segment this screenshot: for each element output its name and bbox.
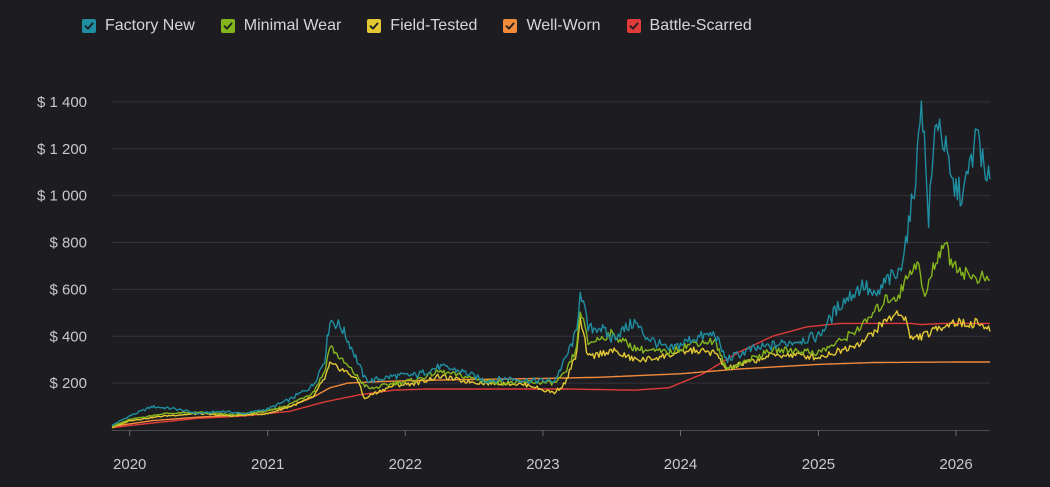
- checkbox-icon[interactable]: [503, 19, 518, 33]
- y-tick-label: $ 1 000: [37, 188, 87, 205]
- y-tick-label: $ 1 200: [37, 141, 87, 158]
- checkbox-icon[interactable]: [626, 19, 641, 33]
- legend-label: Field-Tested: [390, 17, 478, 34]
- series-line-field-tested: [111, 310, 991, 429]
- legend-label: Factory New: [105, 17, 195, 34]
- y-tick-label: $ 400: [49, 328, 87, 345]
- y-tick-label: $ 1 400: [37, 94, 87, 111]
- series-line-factory-new: [111, 100, 991, 427]
- legend-label: Minimal Wear: [243, 17, 342, 34]
- x-tick-label: 2023: [526, 456, 559, 473]
- legend-item-factory-new[interactable]: Factory New: [82, 17, 195, 35]
- series-line-well-worn: [111, 361, 990, 428]
- x-tick-label: 2021: [251, 456, 284, 473]
- y-tick-label: $ 800: [49, 235, 87, 252]
- legend-item-battle-scarred[interactable]: Battle-Scarred: [626, 17, 752, 35]
- x-tick-label: 2026: [939, 456, 972, 473]
- series-line-minimal-wear: [111, 241, 990, 428]
- x-tick-label: 2020: [113, 456, 146, 473]
- checkbox-icon[interactable]: [367, 19, 382, 33]
- chart-legend: Factory New Minimal Wear Field-Tested Well-…: [82, 16, 778, 36]
- x-tick-label: 2022: [389, 456, 422, 473]
- legend-item-minimal-wear[interactable]: Minimal Wear: [220, 17, 342, 35]
- x-tick-label: 2025: [802, 456, 835, 473]
- legend-label: Battle-Scarred: [649, 17, 752, 34]
- checkbox-icon[interactable]: [82, 19, 96, 33]
- y-tick-label: $ 200: [49, 375, 87, 392]
- checkbox-icon[interactable]: [220, 19, 235, 33]
- x-tick-label: 2024: [664, 456, 697, 473]
- y-tick-label: $ 600: [49, 281, 87, 298]
- series-line-battle-scarred: [111, 322, 990, 429]
- legend-item-well-worn[interactable]: Well-Worn: [503, 17, 601, 35]
- legend-item-field-tested[interactable]: Field-Tested: [367, 17, 477, 35]
- legend-label: Well-Worn: [526, 17, 601, 34]
